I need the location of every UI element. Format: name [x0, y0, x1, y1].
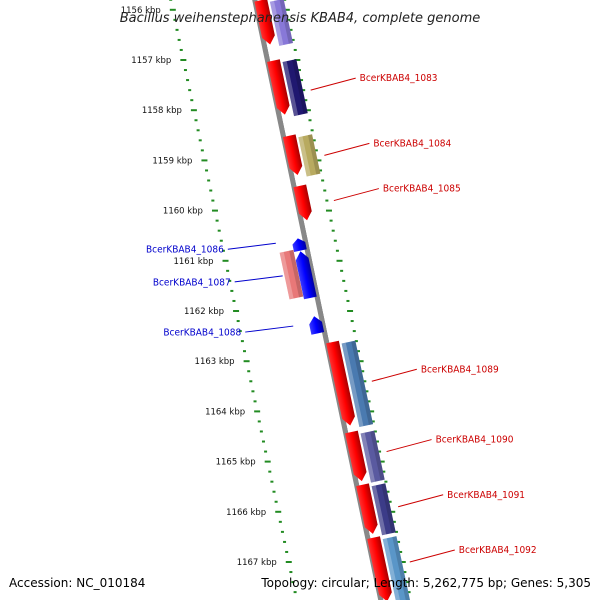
- cog-block: [360, 430, 385, 483]
- kbp-label: 1165 kbp: [216, 458, 256, 468]
- kbp-label: 1164 kbp: [205, 407, 245, 417]
- gene-label-text: BcerKBAB4_1087: [153, 277, 231, 288]
- kbp-label: 1160 kbp: [163, 207, 203, 217]
- cog-block: [341, 340, 374, 427]
- kbp-label: 1163 kbp: [195, 357, 235, 367]
- kbp-label: 1162 kbp: [184, 307, 224, 317]
- gene-label[interactable]: BcerKBAB4_1084: [324, 138, 452, 156]
- forward-gene-arrow[interactable]: [356, 483, 379, 535]
- gene-label[interactable]: BcerKBAB4_1088: [163, 325, 294, 339]
- kbp-label: 1159 kbp: [152, 156, 192, 166]
- forward-gene-arrow[interactable]: [293, 184, 313, 222]
- gene-label-text: BcerKBAB4_1089: [421, 364, 499, 375]
- gene-label[interactable]: BcerKBAB4_1087: [153, 275, 283, 289]
- genome-summary-text: Topology: circular; Length: 5,262,775 bp…: [260, 576, 591, 590]
- forward-gene-arrow[interactable]: [282, 134, 304, 176]
- kbp-label: 1158 kbp: [142, 106, 182, 116]
- kbp-label: 1166 kbp: [226, 508, 266, 518]
- gene-label-text: BcerKBAB4_1088: [163, 328, 241, 339]
- gene-label[interactable]: BcerKBAB4_1085: [333, 184, 461, 202]
- kbp-label: 1167 kbp: [237, 558, 277, 568]
- gene-label-text: BcerKBAB4_1086: [146, 245, 224, 256]
- gene-label-text: BcerKBAB4_1091: [447, 490, 525, 501]
- cog-block: [282, 59, 308, 117]
- reverse-gene-arrow[interactable]: [294, 250, 317, 300]
- gene-label[interactable]: BcerKBAB4_1092: [409, 545, 537, 563]
- forward-gene-arrow[interactable]: [345, 430, 368, 483]
- kbp-label: 1161 kbp: [173, 257, 213, 267]
- forward-gene-arrow[interactable]: [367, 536, 393, 600]
- inner-tick-ring: [169, 0, 297, 594]
- gene-labels: BcerKBAB4_1083 BcerKBAB4_1084 BcerKBAB4_10…: [146, 73, 537, 563]
- cog-block: [279, 249, 304, 300]
- kbp-label: 1157 kbp: [131, 56, 171, 66]
- gene-label[interactable]: BcerKBAB4_1091: [398, 490, 525, 508]
- gene-label-text: BcerKBAB4_1085: [383, 184, 461, 195]
- gene-label-text: BcerKBAB4_1084: [373, 138, 451, 149]
- gene-label[interactable]: BcerKBAB4_1090: [386, 435, 514, 453]
- cog-block: [298, 134, 321, 177]
- reverse-gene-arrow[interactable]: [308, 315, 325, 335]
- cog-block: [269, 0, 293, 46]
- kbp-scale: 1156 kbp 1157 kbp 1158 kbp 1159 kbp 1160 kbp…: [121, 6, 277, 568]
- cog-block: [382, 536, 410, 600]
- reverse-gene-arrow[interactable]: [291, 237, 307, 252]
- map-title: Bacillus weihenstephanensis KBAB4, compl…: [120, 11, 481, 26]
- cog-block: [371, 483, 396, 536]
- cog-track: [269, 0, 410, 600]
- forward-gene-arrow[interactable]: [267, 59, 291, 116]
- gene-label-text: BcerKBAB4_1092: [459, 545, 537, 556]
- gene-label[interactable]: BcerKBAB4_1089: [371, 364, 499, 382]
- accession-text: Accession: NC_010184: [9, 576, 145, 590]
- gene-label-text: BcerKBAB4_1090: [436, 435, 514, 446]
- gene-label[interactable]: BcerKBAB4_1086: [146, 242, 276, 256]
- gene-label-text: BcerKBAB4_1083: [360, 73, 438, 84]
- forward-gene-arrow[interactable]: [254, 0, 276, 46]
- forward-gene-arrow[interactable]: [326, 340, 356, 427]
- gene-label[interactable]: BcerKBAB4_1083: [310, 73, 438, 91]
- gene-track: [254, 0, 393, 600]
- kbp-label: 1156 kbp: [121, 6, 161, 16]
